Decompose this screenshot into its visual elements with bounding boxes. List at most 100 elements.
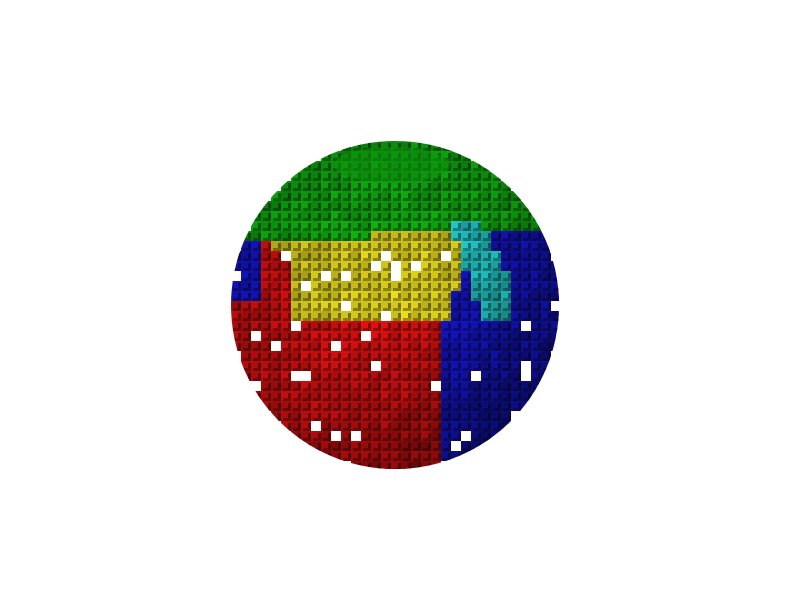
voxel-side (328, 453, 331, 461)
voxel (301, 411, 311, 421)
voxel-bottom (353, 228, 361, 231)
voxel-side (488, 213, 491, 221)
voxel (521, 281, 531, 291)
voxel (541, 251, 551, 261)
voxel-bottom (533, 348, 541, 351)
voxel-side (338, 233, 341, 241)
voxel-side (318, 193, 321, 201)
voxel (371, 321, 381, 331)
voxel-bottom (243, 278, 251, 281)
voxel-bottom (533, 398, 541, 401)
voxel-side (548, 373, 551, 381)
voxel-side (358, 463, 361, 469)
voxel-bottom (333, 418, 341, 421)
voxel-bottom (513, 348, 521, 351)
voxel-bottom (283, 418, 291, 421)
voxel-bottom (243, 258, 251, 261)
voxel-bottom (473, 168, 481, 171)
voxel (441, 401, 451, 411)
voxel-bottom (253, 378, 261, 381)
voxel (431, 371, 441, 381)
voxel-bottom (293, 188, 301, 191)
voxel-bottom (393, 318, 401, 321)
voxel (341, 281, 351, 291)
voxel-side (388, 453, 391, 461)
voxel (401, 421, 411, 431)
voxel-bottom (403, 398, 411, 401)
voxel-side (368, 323, 371, 331)
voxel-side (528, 313, 531, 321)
voxel-bottom (513, 248, 521, 251)
voxel (281, 311, 291, 321)
voxel-side (468, 353, 471, 361)
voxel-side (448, 353, 451, 361)
voxel (301, 391, 311, 401)
voxel-bottom (403, 438, 411, 441)
voxel-bottom (553, 348, 559, 351)
voxel-side (388, 393, 391, 401)
voxel-bottom (283, 198, 291, 201)
voxel-side (318, 413, 321, 421)
voxel (491, 251, 501, 261)
voxel (391, 311, 401, 321)
voxel-side (328, 363, 331, 371)
voxel-bottom (413, 458, 421, 461)
voxel-bottom (303, 358, 311, 361)
voxel (521, 211, 531, 221)
voxel (441, 151, 451, 161)
voxel-bottom (473, 198, 481, 201)
voxel (421, 361, 431, 371)
voxel-bottom (523, 338, 531, 341)
voxel (411, 331, 421, 341)
voxel-bottom (403, 218, 411, 221)
voxel-side (478, 423, 481, 431)
voxel-bottom (393, 188, 401, 191)
voxel-bottom (273, 228, 281, 231)
voxel (441, 211, 451, 221)
voxel (281, 401, 291, 411)
voxel-side (478, 323, 481, 331)
voxel (291, 291, 301, 301)
voxel-side (328, 293, 331, 301)
voxel-bottom (493, 278, 501, 281)
voxel-side (328, 263, 331, 271)
voxel-bottom (433, 338, 441, 341)
voxel-bottom (453, 308, 461, 311)
voxel-bottom (493, 318, 501, 321)
voxel-bottom (483, 178, 491, 181)
voxel-bottom (283, 348, 291, 351)
voxel-bottom (403, 198, 411, 201)
voxel-bottom (333, 268, 341, 271)
voxel-side (488, 293, 491, 301)
voxel (481, 441, 491, 451)
voxel-side (238, 313, 241, 321)
voxel (261, 371, 271, 381)
voxel-bottom (373, 288, 381, 291)
voxel (241, 241, 251, 251)
voxel (231, 331, 241, 341)
voxel-bottom (433, 208, 441, 211)
voxel (301, 291, 311, 301)
voxel-bottom (293, 438, 301, 441)
voxel-bottom (273, 418, 281, 421)
voxel-bottom (233, 328, 241, 331)
voxel-bottom (403, 288, 411, 291)
voxel-side (318, 443, 321, 451)
voxel-bottom (403, 298, 411, 301)
voxel-side (348, 203, 351, 211)
voxel-bottom (393, 418, 401, 421)
voxel (541, 281, 551, 291)
voxel (461, 301, 471, 311)
voxel-side (478, 193, 481, 201)
voxel-bottom (323, 158, 331, 161)
voxel (411, 251, 421, 261)
voxel-bottom (513, 388, 521, 391)
voxel (491, 381, 501, 391)
voxel (291, 401, 301, 411)
voxel (341, 171, 351, 181)
voxel-bottom (453, 268, 461, 271)
voxel-side (328, 343, 331, 351)
voxel-bottom (423, 458, 431, 461)
top-cap-highlight (334, 147, 450, 183)
voxel-side (378, 193, 381, 201)
